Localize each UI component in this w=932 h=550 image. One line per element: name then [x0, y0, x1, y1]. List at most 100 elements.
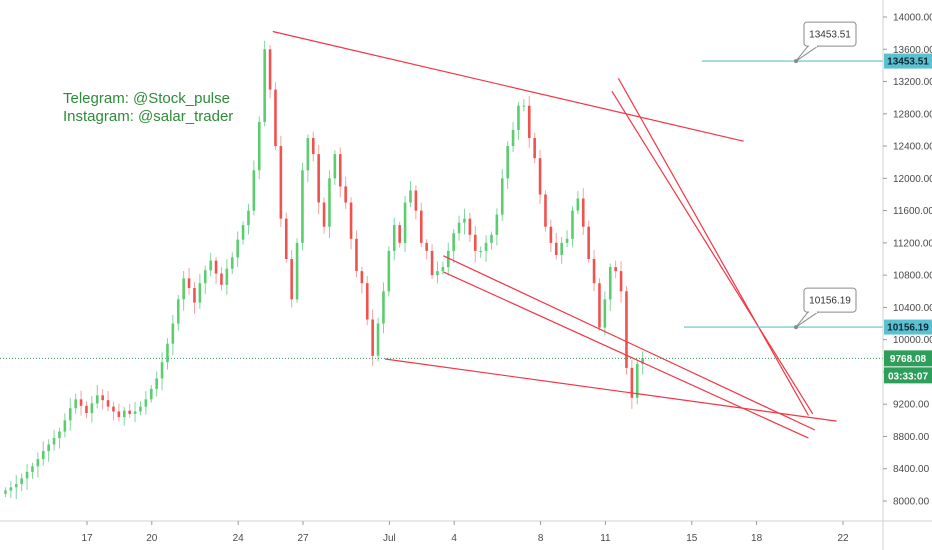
candle-body: [144, 399, 148, 407]
candle-body: [522, 105, 526, 107]
candle-body: [225, 268, 229, 285]
candle-body: [414, 190, 418, 211]
candle-body: [619, 271, 623, 292]
time-tick-label: 18: [751, 533, 763, 544]
price-tick-label: 12400.00: [893, 142, 932, 153]
candle-body: [263, 49, 266, 122]
candle-body: [112, 406, 115, 412]
candle-body: [74, 399, 77, 409]
level-callout-label: 10156.19: [809, 296, 851, 307]
trendline: [384, 358, 837, 422]
candle-body: [290, 259, 293, 300]
candle-body: [392, 225, 396, 251]
price-tick-label: 12800.00: [893, 109, 932, 120]
candle-body: [166, 343, 169, 363]
level-price-badge-label: 10156.19: [887, 323, 929, 334]
candle-body: [452, 233, 455, 251]
level-callout-pointer: [795, 45, 820, 62]
candle-body: [122, 410, 126, 418]
candle-body: [284, 218, 288, 259]
time-axis[interactable]: 17 20 24 27 Jul 4 8 11 15 18 22: [0, 520, 932, 544]
candle-body: [457, 222, 461, 234]
candle-body: [41, 450, 45, 460]
candle-body: [306, 138, 310, 171]
price-axis[interactable]: 14000.00 13600.00 13200.00 12800.00 12400.00…: [882, 0, 932, 550]
candle-body: [58, 431, 61, 439]
candle-body: [25, 471, 29, 479]
candle-body: [355, 238, 358, 272]
candle-body: [371, 319, 374, 356]
candle-body: [419, 210, 423, 243]
candle-body: [68, 408, 72, 421]
candle-body: [338, 154, 342, 187]
candle-body: [90, 403, 94, 414]
candle-body: [473, 234, 477, 251]
candle-body: [187, 278, 191, 289]
time-tick-label: 20: [146, 533, 158, 544]
candle-body: [608, 267, 612, 300]
price-tick-label: 9200.00: [893, 400, 930, 411]
candle-body: [576, 198, 580, 211]
candle-body: [468, 218, 472, 235]
candle-body: [214, 260, 218, 274]
candle-body: [425, 242, 428, 251]
candles: [4, 40, 644, 500]
candle-body: [63, 420, 67, 432]
candle-body: [106, 400, 110, 407]
time-tick-label: 24: [233, 533, 245, 544]
candle-body: [376, 323, 380, 356]
candle-body: [230, 257, 234, 269]
candle-body: [630, 367, 634, 398]
price-tick-label: 10800.00: [893, 271, 932, 282]
candle-body: [571, 210, 574, 239]
candle-body: [490, 234, 493, 243]
candle-body: [139, 406, 142, 412]
level-callout-box: [803, 287, 857, 313]
level-callout-label: 13453.51: [809, 30, 851, 41]
trendline: [272, 30, 744, 142]
candle-body: [387, 250, 391, 292]
candle-body: [85, 405, 88, 414]
candle-body: [560, 242, 563, 255]
candle-body: [274, 89, 277, 147]
candle-body: [252, 170, 256, 211]
candle-body: [160, 362, 164, 379]
candle-body: [176, 299, 180, 324]
level-price-badge: [884, 319, 932, 335]
level-callout-joint: [809, 44, 817, 48]
candle-body: [430, 250, 434, 276]
level-callout-box: [803, 21, 857, 47]
drawing-overlays: 13453.51 10156.19: [0, 21, 883, 439]
candle-body: [554, 242, 558, 255]
price-tick-label: 13600.00: [893, 45, 932, 56]
candle-body: [349, 202, 353, 239]
level-price-badge-label: 13453.51: [887, 57, 929, 68]
telegram-handle: Telegram: @Stock_pulse: [63, 90, 230, 107]
trendline: [443, 255, 816, 431]
candle-body: [344, 186, 347, 203]
candle-body: [360, 271, 364, 284]
candle-body: [479, 250, 482, 252]
candle-body: [198, 283, 202, 303]
candle-body: [317, 154, 320, 203]
level-callout-joint: [809, 310, 817, 314]
candle-body: [527, 105, 531, 138]
candle-body: [533, 138, 536, 159]
candle-body: [635, 363, 639, 398]
candle-body: [603, 299, 607, 328]
current-price-label: 9768.08: [890, 354, 927, 365]
candle-body: [257, 121, 261, 171]
candle-body: [409, 190, 412, 203]
candle-body: [133, 411, 137, 414]
price-tick-label: 8400.00: [893, 464, 930, 475]
candle-body: [295, 242, 299, 300]
candle-body: [592, 259, 596, 284]
candle-body: [101, 395, 104, 401]
candle-body: [301, 170, 304, 243]
candle-body: [268, 49, 272, 90]
candle-body: [149, 388, 153, 400]
candle-body: [625, 291, 628, 368]
candle-body: [333, 154, 337, 179]
candle-body: [398, 225, 401, 243]
